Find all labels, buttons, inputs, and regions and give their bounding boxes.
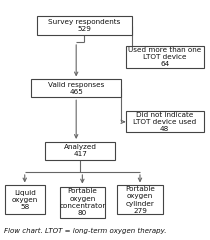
Text: Flow chart. LTOT = long-term oxygen therapy.: Flow chart. LTOT = long-term oxygen ther… <box>4 228 167 234</box>
Text: Used more than one
LTOT device
64: Used more than one LTOT device 64 <box>128 47 201 67</box>
FancyBboxPatch shape <box>117 186 163 215</box>
FancyBboxPatch shape <box>5 186 45 215</box>
FancyBboxPatch shape <box>37 16 132 35</box>
FancyBboxPatch shape <box>126 111 204 132</box>
FancyBboxPatch shape <box>60 186 105 218</box>
Text: Analyzed
417: Analyzed 417 <box>64 144 97 157</box>
Text: Portable
oxygen
cylinder
279: Portable oxygen cylinder 279 <box>125 186 155 214</box>
FancyBboxPatch shape <box>126 46 204 68</box>
Text: Portable
oxygen
concentrator
80: Portable oxygen concentrator 80 <box>59 188 106 216</box>
Text: Liquid
oxygen
58: Liquid oxygen 58 <box>12 190 38 210</box>
FancyBboxPatch shape <box>45 142 115 160</box>
FancyBboxPatch shape <box>31 79 121 97</box>
Text: Survey respondents
529: Survey respondents 529 <box>48 19 121 32</box>
Text: Valid responses
465: Valid responses 465 <box>48 82 104 95</box>
Text: Did not indicate
LTOT device used
48: Did not indicate LTOT device used 48 <box>133 112 196 132</box>
